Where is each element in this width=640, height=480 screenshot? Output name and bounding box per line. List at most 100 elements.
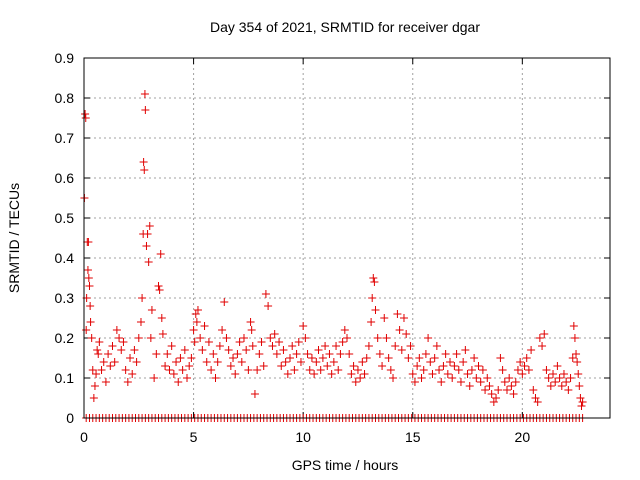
data-point — [204, 338, 213, 346]
data-point — [130, 346, 139, 354]
data-point — [150, 374, 159, 382]
y-tick-label: 0.1 — [55, 370, 75, 386]
y-tick-label: 0.9 — [55, 50, 75, 66]
y-tick-label: 0.8 — [55, 90, 75, 106]
data-point — [391, 342, 400, 350]
data-point — [277, 362, 286, 370]
data-point — [500, 378, 509, 386]
data-point — [432, 342, 441, 350]
data-point — [156, 250, 165, 258]
data-point — [213, 358, 222, 366]
data-point — [136, 318, 145, 326]
data-point — [448, 374, 457, 382]
x-tick-label: 15 — [405, 429, 421, 445]
data-point — [358, 358, 367, 366]
y-tick-label: 0.6 — [55, 170, 75, 186]
data-point — [139, 158, 148, 166]
data-point — [316, 366, 325, 374]
y-tick-label: 0 — [66, 410, 74, 426]
data-point — [163, 350, 172, 358]
data-point — [531, 394, 540, 402]
data-point — [540, 330, 549, 338]
data-point — [209, 350, 218, 358]
data-point — [489, 398, 498, 406]
data-point — [279, 346, 288, 354]
data-point — [459, 358, 468, 366]
data-point — [318, 354, 327, 362]
data-point — [321, 342, 330, 350]
data-point — [140, 90, 149, 98]
data-point — [108, 342, 117, 350]
y-tick-label: 0.3 — [55, 290, 75, 306]
data-point — [140, 166, 149, 174]
data-point — [566, 374, 575, 382]
data-point — [215, 342, 224, 350]
data-point — [147, 306, 156, 314]
data-point — [549, 370, 558, 378]
data-point — [307, 354, 316, 362]
data-point — [404, 354, 413, 362]
axis-ticks: 0 0.1 0.2 0.3 0.4 0.5 0.6 0.7 0.8 0.9 0 5 10 15 20 — [55, 50, 610, 445]
data-point — [502, 386, 511, 394]
data-point — [174, 378, 183, 386]
data-point — [465, 382, 474, 390]
data-point — [546, 382, 555, 390]
data-point — [518, 370, 527, 378]
data-point — [97, 366, 106, 374]
data-point — [351, 378, 360, 386]
data-point — [154, 282, 163, 290]
data-point — [99, 358, 108, 366]
data-point — [516, 358, 525, 366]
data-point — [193, 306, 202, 314]
data-point — [218, 326, 227, 334]
data-point — [472, 374, 481, 382]
data-point — [522, 354, 531, 362]
data-point — [452, 350, 461, 358]
data-point — [435, 366, 444, 374]
data-point — [557, 382, 566, 390]
data-point — [247, 326, 256, 334]
data-point — [242, 346, 251, 354]
data-point — [207, 366, 216, 374]
data-point — [382, 334, 391, 342]
data-point — [303, 350, 312, 358]
data-point — [544, 374, 553, 382]
data-point — [347, 370, 356, 378]
data-point — [200, 322, 209, 330]
data-point — [190, 338, 199, 346]
data-point — [463, 370, 472, 378]
data-point — [286, 354, 295, 362]
data-point — [368, 294, 377, 302]
data-point — [487, 390, 496, 398]
data-point — [202, 358, 211, 366]
data-point — [533, 398, 542, 406]
data-point — [569, 322, 578, 330]
data-point — [266, 334, 275, 342]
data-point — [370, 278, 379, 286]
data-point — [305, 366, 314, 374]
y-tick-label: 0.2 — [55, 330, 75, 346]
data-point — [373, 334, 382, 342]
data-point — [343, 334, 351, 342]
data-point — [356, 374, 365, 382]
data-point — [192, 318, 201, 326]
data-point — [134, 334, 143, 342]
data-point — [229, 354, 238, 362]
data-point — [231, 370, 240, 378]
data-point — [253, 366, 262, 374]
data-point — [146, 334, 155, 342]
data-point — [246, 318, 255, 326]
data-point — [255, 350, 264, 358]
data-point — [369, 274, 378, 282]
data-point — [437, 378, 446, 386]
data-point — [155, 286, 164, 294]
data-point — [145, 222, 154, 230]
data-point — [92, 370, 101, 378]
data-point — [559, 370, 568, 378]
data-point — [222, 334, 231, 342]
data-point — [301, 334, 310, 342]
data-point — [138, 294, 147, 302]
data-point — [211, 374, 220, 382]
data-point — [89, 394, 98, 402]
